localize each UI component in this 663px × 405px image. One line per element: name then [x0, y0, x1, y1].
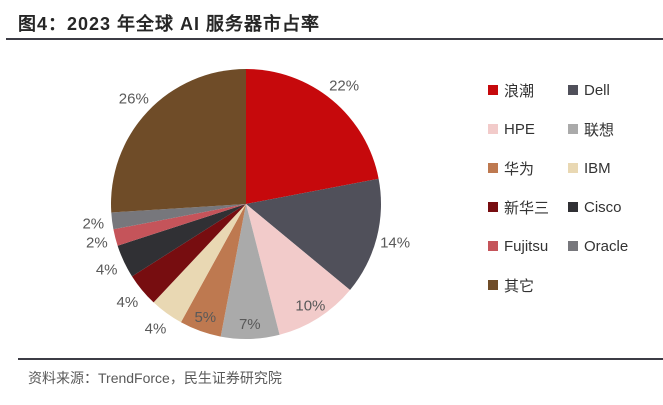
pie-slice: [113, 204, 246, 246]
pie-percent-label: 2%: [86, 234, 108, 251]
legend-item: 浪潮: [488, 80, 568, 100]
legend-swatch-icon: [488, 202, 498, 212]
legend-item: 联想: [568, 119, 628, 139]
legend-item-label: Oracle: [584, 237, 629, 255]
legend-swatch-icon: [488, 163, 498, 173]
legend-item: HPE: [488, 119, 568, 139]
legend-swatch-icon: [488, 124, 498, 134]
legend-item: Cisco: [568, 197, 628, 217]
legend-item-label: Cisco: [584, 198, 622, 216]
legend-item-label: HPE: [504, 120, 535, 138]
legend-item-label: 联想: [584, 121, 615, 139]
pie-slice: [246, 204, 351, 335]
pie-percent-label: 26%: [119, 91, 149, 108]
pie-percent-label: 5%: [194, 309, 216, 326]
legend-swatch-icon: [568, 163, 578, 173]
title-underline: [6, 38, 663, 40]
legend-item: IBM: [568, 158, 628, 178]
legend-swatch-icon: [568, 85, 578, 95]
pie-percent-label: 4%: [145, 321, 167, 338]
pie-chart: 22% 14% 10% 7% 5% 4% 4% 4% 2% 2% 26%: [82, 69, 410, 340]
legend-item-label: IBM: [584, 159, 611, 177]
legend-swatch-icon: [568, 124, 578, 134]
pie-percent-label: 4%: [96, 262, 118, 279]
legend-swatch-icon: [488, 280, 498, 290]
pie-slice: [246, 69, 379, 204]
pie-percent-label: 4%: [117, 294, 139, 311]
legend-item-label: Fujitsu: [504, 237, 549, 255]
pie-slice: [117, 204, 246, 277]
legend-item-label: Dell: [584, 81, 610, 99]
legend-item-label: 其它: [504, 277, 535, 295]
legend-swatch-icon: [568, 241, 578, 251]
legend-item-label: 新华三: [504, 199, 550, 217]
legend-swatch-icon: [488, 241, 498, 251]
pie-percent-label: 7%: [239, 316, 261, 333]
figure-title: 图4：2023 年全球 AI 服务器市占率: [18, 14, 321, 34]
pie-slice: [180, 204, 246, 337]
footer-rule: [18, 358, 663, 360]
pie-slice: [220, 204, 280, 340]
legend-item: Dell: [568, 80, 628, 100]
legend-item: 华为: [488, 158, 568, 178]
pie-percent-label: 14%: [380, 234, 410, 251]
legend-item: Fujitsu: [488, 236, 568, 256]
pie-slice: [246, 178, 382, 291]
legend-item: 其它: [488, 275, 568, 295]
legend-item: Oracle: [568, 236, 628, 256]
legend-item: 新华三: [488, 197, 568, 217]
pie-slice: [111, 69, 246, 213]
pie-percent-label: 22%: [329, 77, 359, 94]
chart-legend: 浪潮 Dell HPE 联想华为 IBM 新华三 Cisco Fujitsu Oracle 其它: [488, 80, 628, 295]
pie-percent-label: 10%: [295, 297, 325, 314]
source-note: 资料来源：TrendForce，民生证券研究院: [28, 370, 282, 386]
pie-percent-label: 2%: [82, 215, 104, 232]
legend-swatch-icon: [568, 202, 578, 212]
legend-item-label: 浪潮: [504, 82, 535, 100]
pie-slice: [111, 204, 247, 230]
legend-swatch-icon: [488, 85, 498, 95]
pie-slice: [153, 204, 246, 323]
pie-slice: [132, 204, 246, 303]
legend-item-label: 华为: [504, 160, 535, 178]
